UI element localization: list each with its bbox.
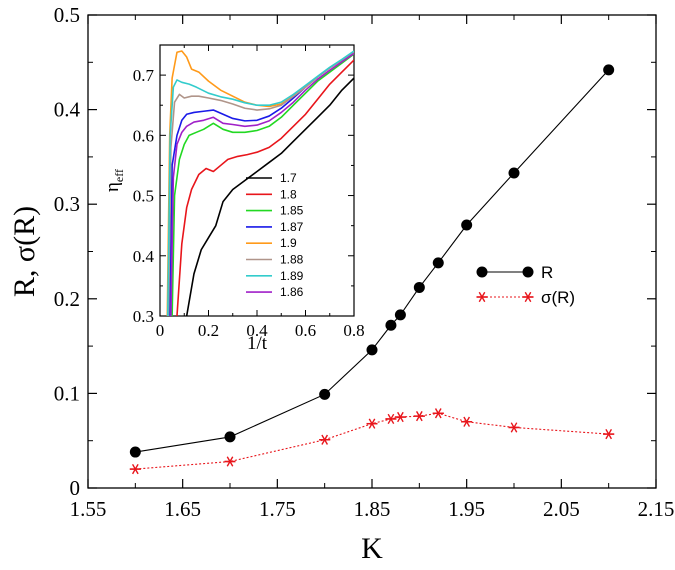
inset-plot: 0 0.2 0.4 0.6 0.8 0.3 0.4 0.5 0.6 0.7 1/t ηeff 1.7 1.… (102, 44, 365, 354)
y-tick-label: 0.4 (54, 98, 81, 122)
inset-series-group (166, 50, 354, 316)
y-tick-label: 0.3 (54, 192, 80, 216)
inset-x-axis-title: 1/t (247, 333, 268, 354)
inset-x-tick-label: 0 (156, 321, 165, 340)
data-point-R (461, 219, 473, 231)
x-tick-label: 1.65 (164, 497, 201, 521)
legend-marker (522, 266, 534, 278)
data-point-sigma-R (129, 463, 141, 475)
x-tick-label: 1.75 (259, 497, 296, 521)
data-point-sigma-R (366, 418, 378, 429)
inset-series-line-1.7 (185, 77, 354, 316)
y-tick-label: 0.5 (54, 3, 80, 27)
data-point-sigma-R (432, 408, 444, 419)
inset-y-tick-label: 0.5 (133, 187, 154, 206)
inset-legend-label: 1.89 (280, 269, 304, 283)
legend-marker (476, 291, 488, 303)
inset-y-tick-label: 0.6 (133, 126, 154, 145)
inset-x-tick-label: 0.8 (343, 321, 364, 340)
inset-frame (159, 44, 355, 317)
data-point-R (385, 319, 397, 331)
data-point-R (432, 257, 444, 269)
data-point-R (508, 167, 520, 179)
inset-y-axis-subscript: eff (112, 169, 126, 182)
inset-series-line-1.86 (170, 52, 354, 316)
x-tick-label: 1.95 (448, 497, 485, 521)
legend-label: R (541, 263, 553, 282)
inset-y-tick-label: 0.3 (133, 307, 154, 326)
y-tick-label: 0 (70, 476, 81, 500)
data-point-R (413, 281, 425, 293)
inset-y-axis-symbol: η (102, 182, 123, 192)
data-point-sigma-R (508, 422, 520, 433)
data-point-sigma-R (461, 416, 473, 427)
legend-marker (476, 266, 488, 278)
legend-label: σ(R) (541, 288, 575, 307)
main-plot: 1.55 1.65 1.75 1.85 1.95 2.05 2.15 0 0.1 0.2 0.3 0.… (8, 3, 674, 565)
inset-legend-label: 1.85 (280, 204, 304, 218)
inset-legend-label: 1.87 (280, 220, 304, 234)
data-point-R (603, 64, 615, 76)
inset-series-line-1.8 (176, 59, 354, 316)
data-point-R (224, 431, 236, 443)
data-point-sigma-R (394, 411, 406, 423)
inset-y-axis-title: ηeff (102, 169, 126, 192)
x-tick-label: 2.15 (638, 497, 675, 521)
x-tick-label: 2.05 (543, 497, 580, 521)
x-tick-label: 1.85 (354, 497, 391, 521)
inset-x-tick-label: 0.4 (246, 321, 268, 340)
x-axis-title: K (361, 532, 383, 565)
legend-marker (522, 291, 534, 303)
inset-legend-label: 1.86 (280, 285, 304, 299)
data-point-sigma-R (385, 413, 397, 425)
inset-y-tick-label: 0.7 (133, 66, 155, 85)
y-tick-label: 0.1 (54, 381, 80, 405)
inset-x-tick-label: 0.6 (295, 321, 316, 340)
data-point-R (129, 446, 141, 458)
inset-legend-label: 1.88 (280, 253, 304, 267)
data-point-R (394, 309, 406, 321)
data-point-R (319, 388, 331, 400)
data-point-sigma-R (319, 434, 331, 445)
data-point-sigma-R (413, 410, 425, 422)
y-axis-title: R, σ(R) (8, 206, 41, 297)
inset-series-line-1.85 (171, 53, 354, 316)
inset-y-tick-label: 0.4 (133, 247, 155, 266)
data-point-sigma-R (603, 428, 615, 440)
x-tick-label: 1.55 (70, 497, 107, 521)
y-tick-label: 0.2 (54, 287, 80, 311)
inset-legend-label: 1.7 (280, 171, 297, 185)
inset-legend-label: 1.9 (280, 236, 297, 250)
data-point-sigma-R (224, 456, 236, 467)
inset-series-line-1.89 (166, 50, 354, 316)
inset-legend-label: 1.8 (280, 187, 297, 201)
data-point-R (366, 344, 378, 356)
inset-x-tick-label: 0.2 (198, 321, 219, 340)
